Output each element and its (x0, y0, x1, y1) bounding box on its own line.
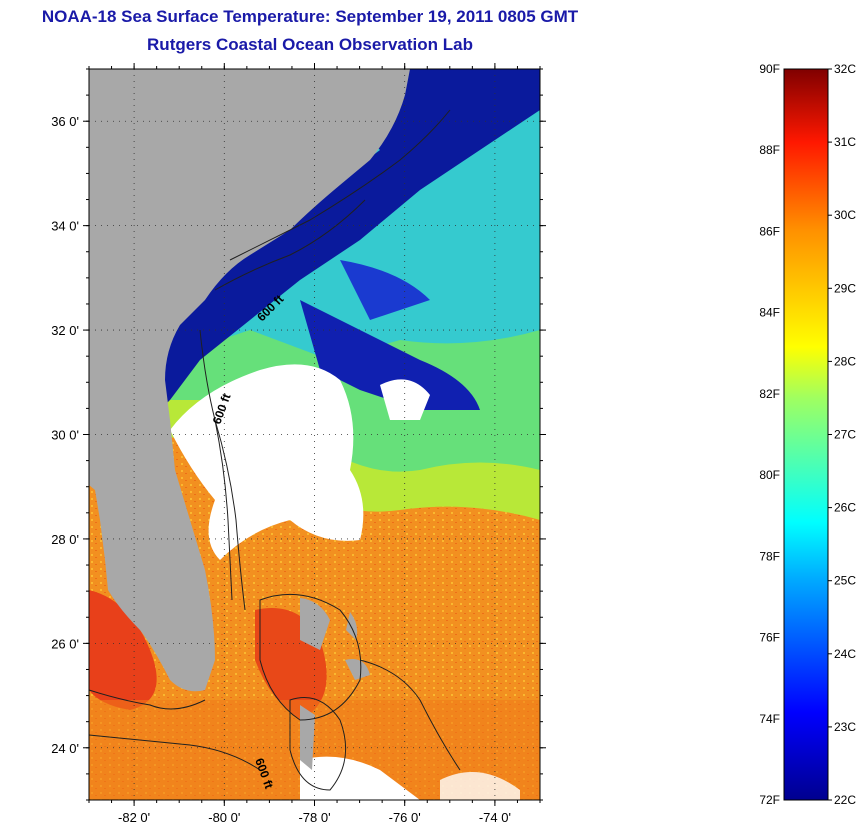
colorbar-c-label: 32C (834, 62, 856, 76)
colorbar-f-label: 90F (759, 62, 780, 76)
land-mass (89, 69, 410, 692)
colorbar-f-label: 84F (759, 306, 780, 320)
lat-label: 34 0' (51, 219, 79, 234)
colorbar-c-label: 31C (834, 135, 856, 149)
colorbar-c-label: 22C (834, 793, 856, 807)
colorbar-c-label: 29C (834, 281, 856, 295)
map-imagery (89, 69, 540, 800)
lat-label: 30 0' (51, 428, 79, 443)
colorbar-f-label: 82F (759, 387, 780, 401)
colorbar-f-label: 80F (759, 468, 780, 482)
colorbar-c-label: 25C (834, 574, 856, 588)
lat-label: 24 0' (51, 741, 79, 756)
longitude-labels: -82 0' -80 0' -78 0' -76 0' -74 0' (118, 810, 511, 825)
lon-label: -76 0' (389, 810, 421, 825)
colorbar-c-label: 23C (834, 720, 856, 734)
lon-label: -82 0' (118, 810, 150, 825)
colorbar-c-label: 24C (834, 647, 856, 661)
colorbar-c-label: 28C (834, 354, 856, 368)
colorbar-c-label: 30C (834, 208, 856, 222)
lon-label: -78 0' (298, 810, 330, 825)
colorbar-f-label: 76F (759, 631, 780, 645)
lon-label: -80 0' (208, 810, 240, 825)
lat-label: 28 0' (51, 532, 79, 547)
colorbar (783, 68, 829, 801)
map-subtitle: Rutgers Coastal Ocean Observation Lab (147, 35, 473, 54)
lat-label: 36 0' (51, 114, 79, 129)
colorbar-f-label: 88F (759, 143, 780, 157)
lon-label: -74 0' (479, 810, 511, 825)
colorbar-f-label: 78F (759, 549, 780, 563)
colorbar-f-label: 72F (759, 793, 780, 807)
map-title: NOAA-18 Sea Surface Temperature: Septemb… (41, 7, 579, 26)
lat-label: 26 0' (51, 636, 79, 651)
colorbar-f-label: 86F (759, 224, 780, 238)
colorbar-c-label: 27C (834, 428, 856, 442)
colorbar-f-label: 74F (759, 712, 780, 726)
latitude-labels: 24 0' 26 0' 28 0' 30 0' 32 0' 34 0' 36 0' (51, 114, 79, 756)
colorbar-c-label: 26C (834, 501, 856, 515)
lat-label: 32 0' (51, 323, 79, 338)
